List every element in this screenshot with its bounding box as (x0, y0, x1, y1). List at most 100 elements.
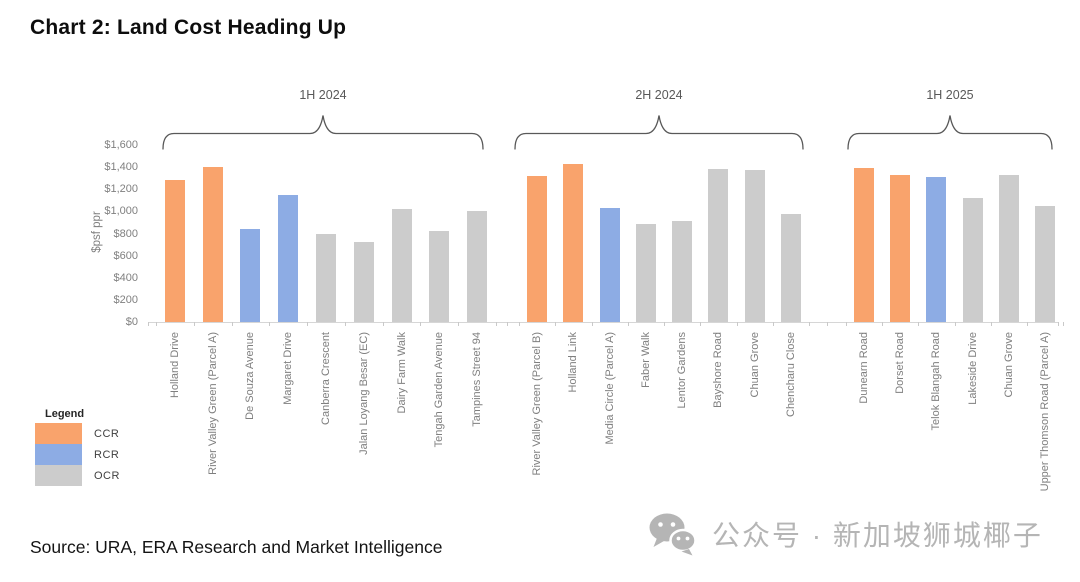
brace-1h-2024 (162, 115, 484, 150)
x-axis-tick (700, 322, 702, 326)
bar-lakeside-drive (962, 197, 983, 322)
legend-swatch-rcr (35, 444, 82, 465)
bar-de-souza-avenue (240, 229, 261, 322)
bar-canberra-crescent (316, 234, 336, 322)
x-axis-tick (736, 322, 738, 326)
x-axis-tick (507, 322, 508, 326)
x-axis-tick (458, 322, 460, 326)
bar-telok-blangah-road (926, 176, 947, 322)
category-label: Faber Walk (639, 332, 652, 388)
x-axis-tick (148, 322, 149, 326)
category-label: De Souza Avenue (244, 332, 257, 420)
bar-holland-link (563, 163, 584, 322)
period-label: 1H 2024 (299, 88, 347, 102)
x-axis-tick (420, 322, 422, 326)
x-axis-line (148, 322, 1058, 323)
bar-tengah-garden-avenue (429, 231, 450, 322)
category-label: Margaret Drive (282, 332, 295, 405)
category-label: Dunearn Road (858, 332, 871, 404)
y-tick-label: $1,600 (104, 139, 138, 151)
x-axis-tick (809, 322, 810, 326)
bar-media-circle-parcel-a- (599, 207, 620, 322)
x-axis-tick (269, 322, 271, 326)
category-label: Lentor Gardens (676, 332, 689, 409)
y-tick-label: $1,000 (104, 205, 138, 218)
x-axis-tick (555, 322, 557, 326)
y-tick-label: $1,400 (104, 161, 138, 174)
category-label: Upper Thomson Road (Parcel A) (1038, 332, 1051, 492)
category-label: Dorset Road (894, 332, 907, 394)
source-text: Source: URA, ERA Research and Market Int… (30, 537, 443, 557)
legend-item-ccr: CCR (35, 423, 120, 444)
category-label: Chuan Grove (1002, 332, 1015, 398)
category-label: Dairy Farm Walk (395, 332, 408, 414)
bar-holland-drive (164, 179, 185, 322)
category-label: Tampines Street 94 (471, 332, 484, 427)
bar-faber-walk (635, 223, 656, 322)
category-label: Bayshore Road (712, 332, 725, 408)
legend-swatch-ocr (35, 465, 82, 486)
x-axis-tick (1026, 322, 1028, 326)
category-label: Chuan Grove (748, 332, 761, 398)
category-label: Holland Drive (168, 332, 181, 399)
y-tick-label: $200 (113, 293, 138, 306)
x-axis-tick (990, 322, 992, 326)
category-label: Canberra Crescent (320, 332, 332, 425)
category-label: Lakeside Drive (966, 332, 979, 405)
y-tick-label: $1,200 (104, 183, 138, 196)
wechat-icon (649, 513, 697, 556)
x-axis-tick (772, 322, 774, 326)
category-label: River Valley Green (Parcel B) (531, 332, 544, 476)
y-tick-label: $600 (113, 249, 138, 262)
category-label: Chencharu Close (784, 332, 797, 417)
bar-margaret-drive (278, 194, 299, 322)
category-label: River Valley Green (Parcel A) (206, 332, 219, 475)
category-label: Telok Blangah Road (930, 332, 943, 431)
x-axis-tick (627, 322, 629, 326)
chart-legend: Legend CCR RCR OCR (35, 408, 120, 486)
x-axis-tick (496, 322, 497, 326)
watermark-text: 公众号 · 新加坡狮城椰子 (712, 520, 1043, 551)
bar-river-valley-green-parcel-b- (527, 175, 548, 322)
x-axis-tick (591, 322, 593, 326)
x-axis-tick (918, 322, 920, 326)
bar-dairy-farm-walk (391, 209, 412, 322)
legend-title: Legend (45, 408, 85, 420)
legend-label: OCR (94, 469, 120, 482)
brace-1h-2025 (847, 115, 1053, 150)
x-axis-tick (882, 322, 884, 326)
category-label: Media Circle (Parcel A) (603, 332, 616, 445)
bar-bayshore-road (708, 168, 729, 322)
chart-title: Chart 2: Land Cost Heading Up (30, 16, 347, 39)
x-axis-tick (846, 322, 847, 326)
y-tick-label: $800 (113, 227, 138, 240)
legend-label: CCR (94, 427, 120, 440)
x-axis-tick (1063, 322, 1064, 326)
x-axis-tick (664, 322, 665, 326)
bar-tampines-street-94 (467, 211, 488, 322)
x-axis-tick (307, 322, 309, 326)
x-axis-tick (519, 322, 520, 326)
x-axis-tick (827, 322, 828, 326)
x-axis-tick (1058, 322, 1059, 326)
bar-chuan-grove (744, 170, 765, 322)
x-axis-tick (156, 322, 157, 326)
bar-lentor-gardens (672, 221, 693, 322)
category-label: Holland Link (567, 332, 580, 393)
period-label: 1H 2025 (926, 88, 974, 102)
x-axis-tick (382, 322, 384, 326)
bar-dorset-road (890, 174, 911, 322)
legend-label: RCR (94, 448, 120, 461)
legend-item-ocr: OCR (35, 465, 120, 486)
watermark: 公众号 · 新加坡狮城椰子 (648, 512, 1043, 556)
category-label: Jalan Loyang Besar (EC) (357, 332, 370, 455)
x-axis-tick (193, 322, 195, 326)
legend-swatch-ccr (35, 423, 82, 444)
y-tick-label: $400 (113, 271, 138, 284)
bar-chuan-grove (998, 175, 1019, 322)
period-label: 2H 2024 (635, 88, 683, 102)
bar-upper-thomson-road-parcel-a- (1034, 205, 1055, 322)
x-axis-tick (231, 322, 233, 326)
bar-jalan-loyang-besar-ec- (353, 242, 374, 322)
